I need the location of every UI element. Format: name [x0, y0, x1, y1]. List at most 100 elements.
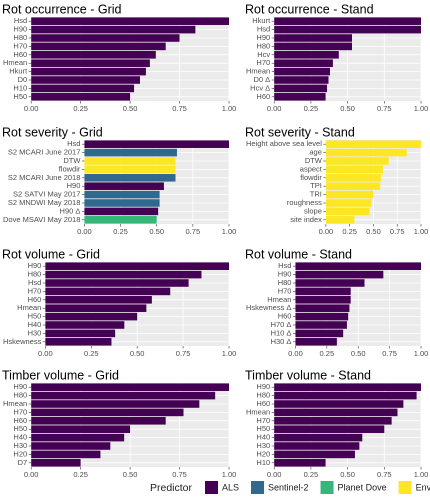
legend-label: Environmental: [416, 482, 430, 492]
bar: [295, 262, 421, 270]
x-tick-label: 0.25: [113, 227, 128, 236]
y-tick-label: Hmean: [246, 407, 270, 416]
bar: [31, 450, 101, 459]
y-tick-label: DTW: [63, 156, 81, 165]
y-tick-label: D0 Δ: [254, 75, 271, 84]
bar: [84, 207, 159, 216]
x-tick-label: 0.50: [123, 104, 138, 113]
x-tick-label: 0.50: [130, 349, 145, 358]
x-tick-label: 0.75: [390, 227, 405, 236]
bar: [45, 287, 171, 296]
y-tick-label: Dove MSAVI May 2018: [3, 215, 80, 224]
y-tick-label: H30: [28, 328, 42, 337]
bar: [274, 417, 392, 425]
bar: [84, 199, 160, 207]
bar: [45, 321, 125, 329]
x-tick-label: 0.75: [377, 470, 392, 479]
y-tick-label: H70: [28, 286, 42, 295]
bar: [325, 190, 374, 199]
x-tick-label: 1.00: [414, 104, 429, 113]
y-tick-label: Hkurt: [252, 16, 271, 25]
bar: [274, 400, 404, 408]
panel-title: Rot volume - Stand: [245, 247, 352, 261]
x-tick-label: 0.75: [172, 104, 187, 113]
bar: [45, 338, 112, 346]
bar: [45, 304, 147, 312]
bar: [84, 157, 176, 165]
bar: [295, 329, 344, 338]
bar: [31, 67, 146, 76]
y-tick-label: H30: [13, 441, 27, 450]
y-tick-label: H70: [256, 416, 270, 425]
y-tick-label: H80: [256, 41, 270, 50]
y-tick-label: Hmean: [3, 399, 27, 408]
y-tick-label: H60: [13, 416, 27, 425]
legend-title: Predictor: [150, 482, 193, 494]
bar: [45, 279, 189, 287]
y-tick-label: H10: [13, 83, 27, 92]
bar: [45, 270, 202, 279]
y-tick-label: H60: [278, 312, 292, 321]
panel-title: Rot severity - Grid: [2, 125, 103, 139]
bar: [84, 216, 157, 224]
bar: [84, 182, 164, 190]
x-tick-label: 0.75: [382, 349, 397, 358]
x-tick-label: 0.75: [377, 104, 392, 113]
panel-title: Rot volume - Grid: [2, 247, 100, 261]
x-tick-label: 0.50: [366, 227, 381, 236]
y-tick-label: Hmean: [17, 303, 41, 312]
bar: [31, 51, 156, 59]
y-tick-label: H20: [256, 449, 270, 458]
legend-swatch: [320, 481, 334, 494]
bar: [31, 400, 200, 408]
y-tick-label: H90: [28, 261, 42, 270]
y-tick-label: site index: [290, 215, 322, 224]
x-tick-label: 1.00: [222, 104, 237, 113]
x-tick-label: 0.75: [172, 470, 187, 479]
bar: [31, 459, 81, 467]
bar: [274, 408, 398, 417]
y-tick-label: TRI: [310, 190, 322, 199]
y-tick-label: H50: [256, 424, 270, 433]
x-tick-label: 0.25: [304, 470, 319, 479]
y-tick-label: Hmean: [246, 67, 270, 76]
bar: [45, 296, 152, 304]
x-tick-label: 0.50: [149, 227, 164, 236]
bar: [295, 312, 349, 321]
y-tick-label: S2 MCARI June 2018: [8, 173, 81, 182]
y-tick-label: H70: [13, 41, 27, 50]
bar: [84, 165, 176, 174]
y-tick-label: flowdir: [59, 164, 81, 173]
legend-label: ALS: [222, 482, 239, 492]
y-tick-label: Height above sea level: [246, 139, 322, 148]
x-tick-label: 0.00: [77, 227, 92, 236]
bar: [274, 391, 417, 400]
x-tick-label: 1.00: [414, 470, 429, 479]
bar: [295, 287, 351, 296]
bar: [325, 140, 421, 148]
bar: [274, 442, 360, 450]
y-tick-label: S2 SATVI May 2017: [13, 190, 80, 199]
x-tick-label: 0.00: [38, 349, 53, 358]
y-tick-label: Hcv: [257, 50, 270, 59]
x-tick-label: 1.00: [414, 227, 429, 236]
x-tick-label: 0.50: [123, 470, 138, 479]
y-tick-label: H80: [28, 270, 42, 279]
panel-title: Rot severity - Stand: [245, 125, 355, 139]
bar: [325, 174, 382, 182]
y-tick-label: S2 MCARI June 2017: [8, 148, 81, 157]
x-tick-label: 1.00: [222, 349, 237, 358]
y-tick-label: Hcv Δ: [250, 83, 270, 92]
legend-swatch: [398, 481, 412, 494]
y-tick-label: H80: [278, 278, 292, 287]
y-tick-label: H70: [13, 407, 27, 416]
legend-label: Planet Dove: [338, 482, 387, 492]
bar: [274, 459, 326, 467]
x-tick-label: 0.25: [73, 104, 88, 113]
bar: [295, 270, 384, 279]
x-tick-label: 1.00: [414, 349, 429, 358]
legend-swatch: [251, 481, 265, 494]
bar: [31, 84, 135, 93]
y-tick-label: DTW: [305, 156, 323, 165]
